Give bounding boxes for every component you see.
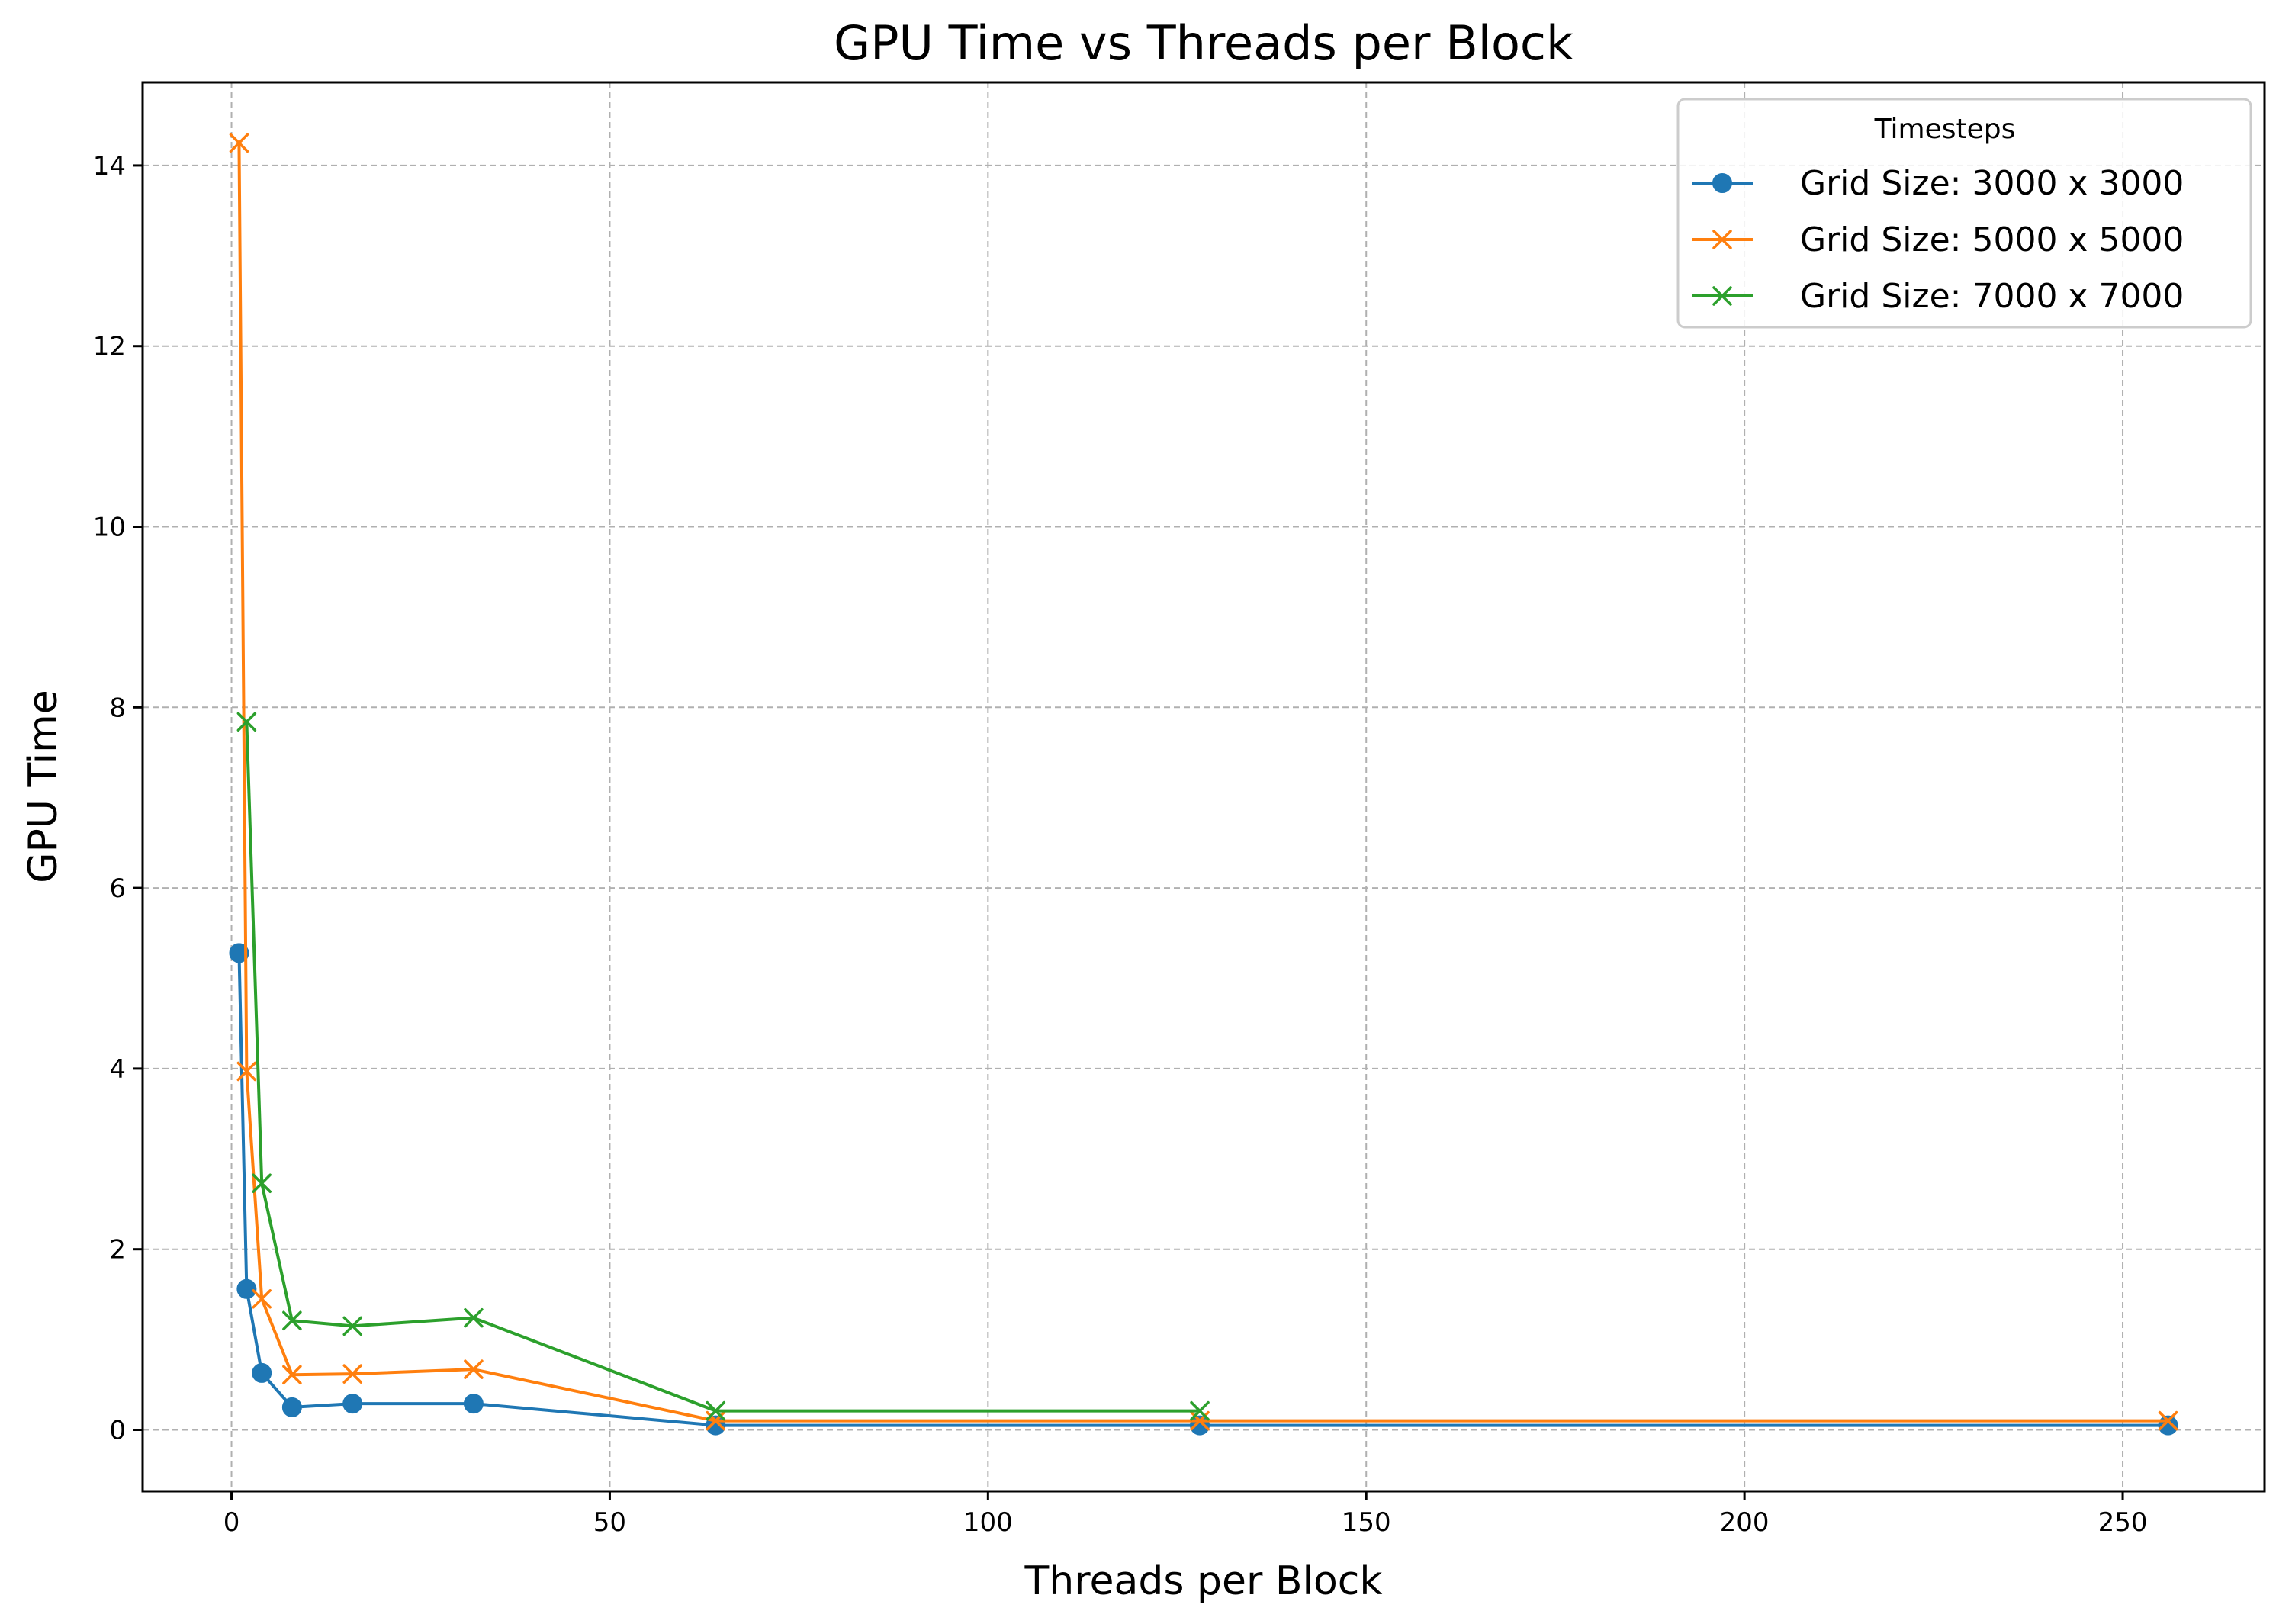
axis-ticks: 0 50 100 150 200 250 0 2 4 6 8 10 12 14 bbox=[93, 151, 2148, 1538]
x-axis-label: Threads per Block bbox=[1024, 1558, 1383, 1604]
y-tick-label: 8 bbox=[109, 693, 126, 723]
data-point bbox=[229, 133, 249, 153]
x-tick-label: 50 bbox=[593, 1507, 626, 1538]
data-point bbox=[236, 1061, 257, 1082]
legend-entry: Grid Size: 5000 x 5000 bbox=[1692, 220, 2184, 259]
data-point bbox=[236, 712, 257, 732]
grid bbox=[143, 82, 2265, 1491]
series-3 bbox=[236, 712, 1210, 1421]
legend-title: Timesteps bbox=[1874, 114, 2016, 145]
series-layer bbox=[229, 133, 2178, 1436]
legend-entries: Grid Size: 3000 x 3000 Grid Size: 5000 x … bbox=[1692, 164, 2184, 316]
legend-label: Grid Size: 7000 x 7000 bbox=[1800, 277, 2184, 316]
legend-marker bbox=[1712, 286, 1732, 306]
data-point bbox=[252, 1362, 272, 1383]
plot-frame bbox=[141, 81, 2266, 1493]
data-point bbox=[342, 1364, 362, 1384]
legend-marker bbox=[1712, 230, 1732, 249]
data-point bbox=[252, 1173, 272, 1194]
data-point bbox=[282, 1310, 302, 1330]
series-1 bbox=[229, 943, 2178, 1436]
legend-entry: Grid Size: 7000 x 7000 bbox=[1692, 277, 2184, 316]
x-tick-label: 250 bbox=[2098, 1507, 2148, 1538]
data-point bbox=[2158, 1410, 2178, 1431]
data-point bbox=[252, 1289, 272, 1309]
data-point bbox=[2158, 1415, 2178, 1436]
data-point bbox=[463, 1394, 484, 1414]
data-point bbox=[236, 1278, 257, 1299]
data-point bbox=[342, 1394, 363, 1414]
data-point bbox=[282, 1365, 302, 1385]
y-tick-label: 10 bbox=[93, 513, 126, 543]
data-point bbox=[281, 1397, 302, 1417]
chart-title: GPU Time vs Threads per Block bbox=[834, 15, 1574, 71]
data-point bbox=[706, 1400, 726, 1421]
y-tick-label: 0 bbox=[109, 1415, 126, 1446]
data-point bbox=[229, 943, 249, 963]
legend-label: Grid Size: 3000 x 3000 bbox=[1800, 164, 2184, 203]
y-tick-label: 4 bbox=[109, 1054, 126, 1085]
x-tick-label: 0 bbox=[223, 1507, 240, 1538]
y-tick-label: 12 bbox=[93, 332, 126, 362]
data-point bbox=[1190, 1400, 1210, 1421]
data-point bbox=[342, 1316, 362, 1336]
x-tick-label: 150 bbox=[1342, 1507, 1391, 1538]
legend-label: Grid Size: 5000 x 5000 bbox=[1800, 220, 2184, 259]
legend-box bbox=[1676, 98, 2252, 329]
x-tick-label: 100 bbox=[963, 1507, 1013, 1538]
x-tick-label: 200 bbox=[1720, 1507, 1770, 1538]
legend-entry: Grid Size: 3000 x 3000 bbox=[1692, 164, 2184, 203]
y-tick-label: 6 bbox=[109, 873, 126, 904]
data-point bbox=[464, 1359, 484, 1379]
data-point bbox=[464, 1307, 484, 1328]
y-tick-label: 2 bbox=[109, 1235, 126, 1265]
y-tick-label: 14 bbox=[93, 151, 126, 182]
legend-marker bbox=[1712, 173, 1732, 193]
y-axis-label: GPU Time bbox=[21, 690, 66, 883]
